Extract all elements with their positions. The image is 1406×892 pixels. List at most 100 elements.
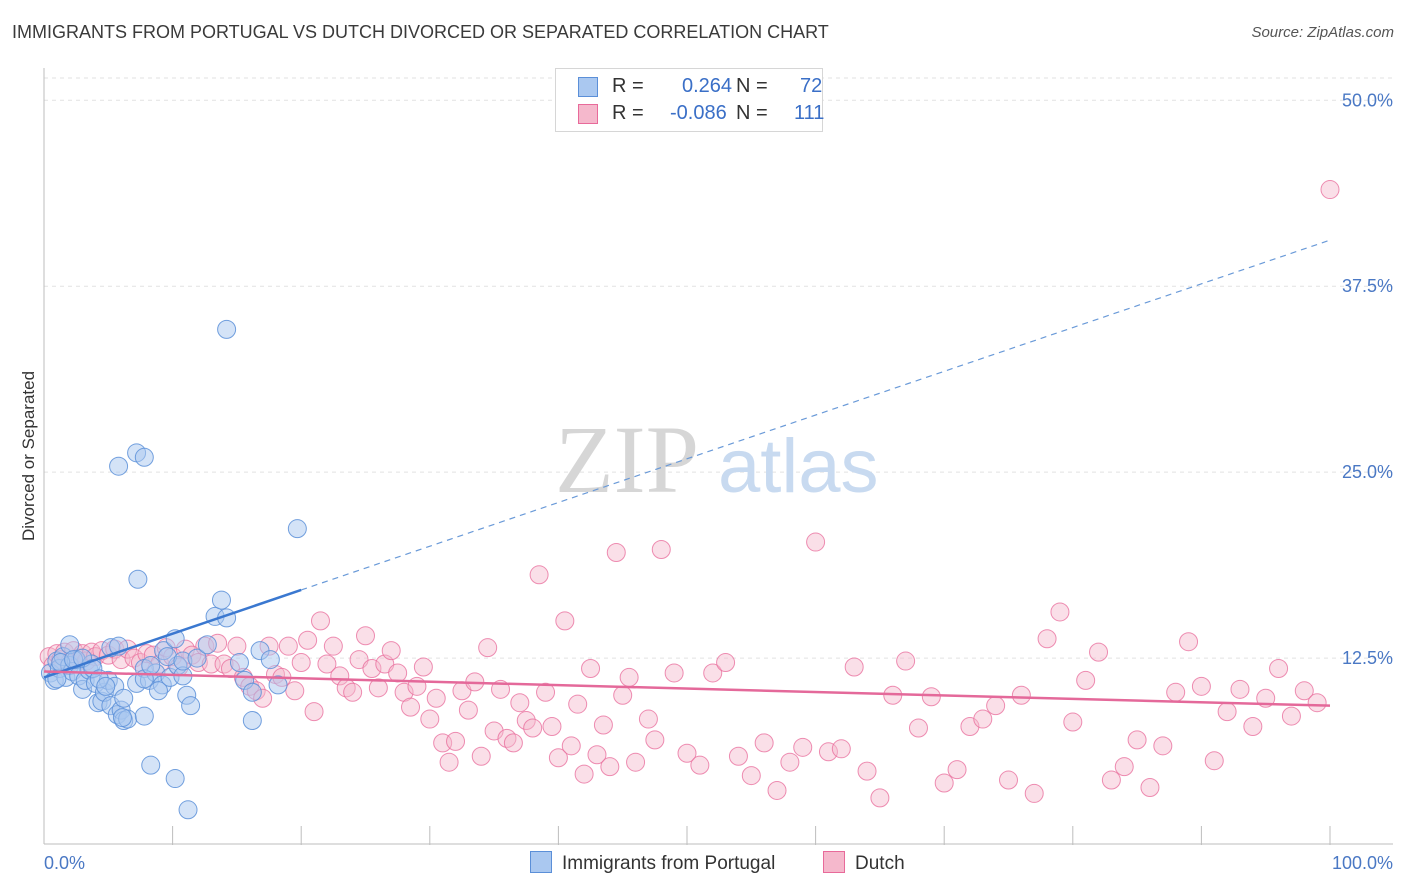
- point-dutch: [716, 653, 736, 673]
- trend-line-dutch: [43, 670, 1331, 707]
- point-dutch: [1037, 629, 1057, 649]
- bottom-legend-label-portugal: Immigrants from Portugal: [562, 853, 776, 874]
- point-portugal: [217, 319, 237, 339]
- point-dutch: [529, 565, 549, 585]
- point-dutch: [561, 736, 581, 756]
- point-dutch: [1127, 730, 1147, 750]
- point-dutch: [1089, 642, 1109, 662]
- point-dutch: [844, 657, 864, 677]
- point-dutch: [1230, 679, 1250, 699]
- point-dutch: [323, 636, 343, 656]
- chart-title: IMMIGRANTS FROM PORTUGAL VS DUTCH DIVORC…: [12, 22, 829, 42]
- point-dutch: [446, 731, 466, 751]
- point-dutch: [1294, 681, 1314, 701]
- point-dutch: [677, 743, 697, 763]
- point-dutch: [651, 539, 671, 559]
- point-portugal: [114, 688, 134, 708]
- legend-n-value-dutch: 111: [794, 102, 825, 124]
- point-portugal: [260, 650, 280, 670]
- point-portugal: [268, 675, 288, 695]
- point-dutch: [1307, 693, 1327, 713]
- point-dutch: [1179, 632, 1199, 652]
- point-dutch: [1114, 757, 1134, 777]
- point-dutch: [574, 764, 594, 784]
- point-dutch: [921, 687, 941, 707]
- x-tick-label-min: 0.0%: [44, 853, 85, 873]
- watermark: ZIP atlas: [555, 406, 879, 513]
- point-dutch: [619, 667, 639, 687]
- point-dutch: [343, 682, 363, 702]
- point-dutch: [947, 760, 967, 780]
- bottom-legend-swatch-portugal: [530, 851, 552, 873]
- series-portugal-points: [40, 319, 307, 820]
- point-dutch: [645, 730, 665, 750]
- point-portugal: [165, 769, 185, 789]
- point-dutch: [536, 682, 556, 702]
- bottom-legend-label-dutch: Dutch: [855, 853, 905, 874]
- point-dutch: [793, 737, 813, 757]
- gridlines: [44, 77, 1393, 659]
- point-dutch: [934, 773, 954, 793]
- point-dutch: [1166, 682, 1186, 702]
- point-dutch: [478, 638, 498, 658]
- point-dutch: [587, 745, 607, 765]
- point-dutch: [626, 752, 646, 772]
- point-dutch: [581, 658, 601, 678]
- point-dutch: [870, 788, 890, 808]
- point-dutch: [420, 709, 440, 729]
- point-portugal: [134, 447, 154, 467]
- legend-n-label: N =: [736, 102, 768, 124]
- point-dutch: [381, 641, 401, 661]
- legend-r-value-portugal: 0.264: [682, 75, 733, 97]
- point-dutch: [986, 696, 1006, 716]
- watermark-zip: ZIP: [555, 406, 699, 513]
- point-portugal: [178, 800, 198, 820]
- legend-r-label: R =: [612, 102, 644, 124]
- point-dutch: [1076, 670, 1096, 690]
- point-portugal: [181, 696, 201, 716]
- point-dutch: [1050, 602, 1070, 622]
- point-dutch: [1063, 712, 1083, 732]
- bottom-legend-dutch: Dutch: [823, 851, 905, 875]
- point-portugal: [109, 456, 129, 476]
- point-dutch: [401, 697, 421, 717]
- trend-lines: [43, 239, 1331, 707]
- y-tick-label: 12.5%: [1342, 648, 1393, 668]
- trend-line-portugal: [43, 588, 302, 679]
- point-dutch: [806, 532, 826, 552]
- point-portugal: [242, 682, 262, 702]
- point-dutch: [285, 681, 305, 701]
- point-portugal: [141, 656, 161, 676]
- point-dutch: [1024, 783, 1044, 803]
- point-dutch: [426, 688, 446, 708]
- point-dutch: [896, 651, 916, 671]
- point-portugal: [134, 706, 154, 726]
- point-dutch: [999, 770, 1018, 790]
- y-tick-label: 50.0%: [1342, 90, 1393, 110]
- point-portugal: [229, 653, 249, 673]
- point-portugal: [287, 519, 307, 539]
- bottom-legend-portugal: Immigrants from Portugal: [530, 851, 775, 875]
- point-portugal: [148, 681, 168, 701]
- point-dutch: [638, 709, 658, 729]
- point-dutch: [767, 780, 787, 800]
- point-dutch: [1101, 770, 1121, 790]
- point-dutch: [973, 709, 993, 729]
- point-dutch: [606, 542, 626, 562]
- point-dutch: [831, 739, 851, 759]
- watermark-atlas: atlas: [718, 424, 879, 509]
- legend-swatch-portugal: [578, 77, 598, 97]
- point-dutch: [317, 654, 337, 674]
- point-dutch: [368, 678, 388, 698]
- legend-n-label: N =: [736, 75, 768, 97]
- point-dutch: [1140, 777, 1160, 797]
- point-dutch: [388, 663, 408, 683]
- legend-swatch-dutch: [578, 104, 598, 124]
- trend-line-portugal-projection: [301, 239, 1331, 591]
- point-dutch: [291, 653, 311, 673]
- point-dutch: [555, 611, 575, 631]
- point-dutch: [413, 657, 433, 677]
- y-tick-label: 25.0%: [1342, 462, 1393, 482]
- bottom-legend-swatch-dutch: [823, 851, 845, 873]
